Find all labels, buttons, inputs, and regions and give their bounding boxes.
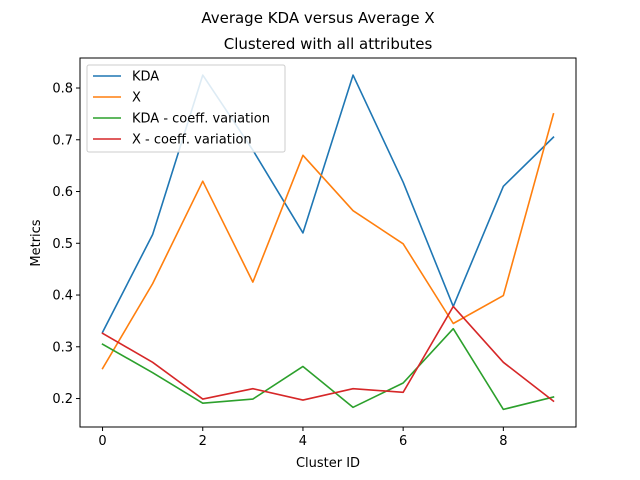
x-tick-label: 0 xyxy=(98,434,106,449)
y-axis-label: Metrics xyxy=(29,219,44,266)
legend-box xyxy=(86,64,286,153)
series-line-2 xyxy=(101,327,555,411)
plot-area xyxy=(101,74,555,411)
y-tick-label: 0.7 xyxy=(52,133,73,148)
x-tick-label: 2 xyxy=(199,434,207,449)
y-tick-label: 0.2 xyxy=(52,392,73,407)
y-tick-label: 0.8 xyxy=(52,82,73,97)
chart-subtitle: Clustered with all attributes xyxy=(224,35,433,53)
x-tick-label: 4 xyxy=(299,434,307,449)
y-tick-label: 0.6 xyxy=(52,185,73,200)
x-axis-label: Cluster ID xyxy=(296,456,360,471)
legend-label: KDA - coeff. variation xyxy=(132,112,270,127)
legend-label: X - coeff. variation xyxy=(132,133,252,148)
series-line-0 xyxy=(101,74,555,334)
series-line-1 xyxy=(101,112,555,370)
legend-label: X xyxy=(132,91,141,106)
x-tick-label: 6 xyxy=(399,434,407,449)
x-tick-label: 8 xyxy=(499,434,507,449)
legend: KDA X KDA - coeff. variation X - coeff. var… xyxy=(86,64,286,153)
y-tick-label: 0.3 xyxy=(52,340,73,355)
y-axis: 0.2 0.3 0.4 0.5 0.6 0.7 0.8 xyxy=(52,82,80,407)
y-tick-label: 0.5 xyxy=(52,237,73,252)
x-axis: 0 2 4 6 8 xyxy=(98,427,507,449)
y-tick-label: 0.4 xyxy=(52,289,73,304)
chart-title: Average KDA versus Average X xyxy=(201,9,434,27)
axes-frame xyxy=(79,57,577,428)
legend-label: KDA xyxy=(132,70,159,85)
series-line-3 xyxy=(101,305,555,403)
